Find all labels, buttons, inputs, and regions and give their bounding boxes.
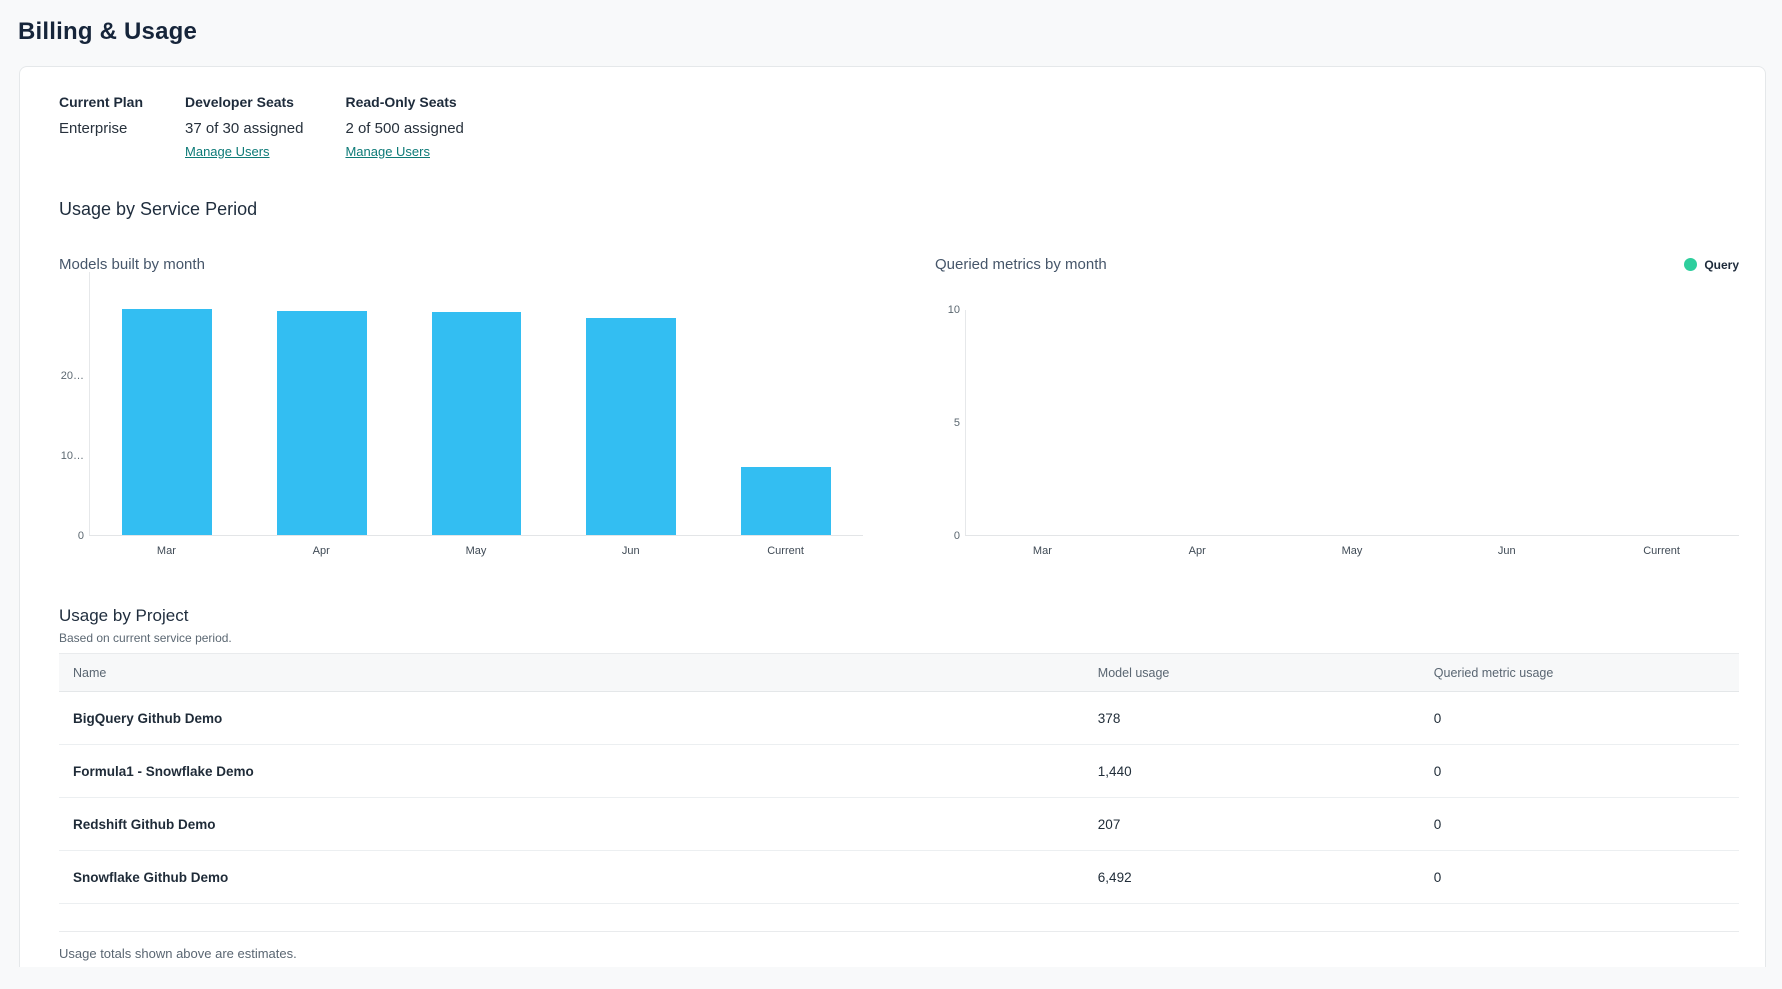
bar-slot — [708, 272, 863, 535]
current-plan-label: Current Plan — [59, 94, 144, 110]
bar-may — [431, 312, 522, 535]
model-usage-value: 1,440 — [1097, 763, 1132, 779]
x-axis-labels: Mar Apr May Jun Current — [89, 536, 863, 558]
plot-area — [89, 272, 863, 536]
usage-by-project-subtitle: Based on current service period. — [59, 631, 232, 645]
column-header-queried-metric-usage: Queried metric usage — [1433, 665, 1554, 680]
bar-current — [740, 467, 831, 535]
model-usage-value: 6,492 — [1097, 869, 1132, 885]
current-plan-value: Enterprise — [59, 120, 128, 137]
usage-estimates-note: Usage totals shown above are estimates. — [59, 946, 297, 961]
chart-plot: 0 5 10 — [935, 304, 1739, 542]
queried-metric-usage-value: 0 — [1433, 710, 1442, 726]
bar-apr — [277, 311, 367, 535]
x-axis-label: Apr — [312, 545, 330, 557]
x-axis-label: Current — [767, 545, 804, 557]
table-spacer — [59, 904, 1739, 932]
models-built-chart: Models built by month 0 10… 20… Mar Apr May Jun… — [59, 228, 863, 558]
billing-card: Current Plan Enterprise Developer Seats … — [19, 66, 1766, 967]
bar-slot — [90, 272, 245, 535]
bar-slot — [554, 272, 709, 535]
bar-slot — [1275, 310, 1430, 535]
legend-label: Query — [1704, 257, 1739, 272]
project-name: BigQuery Github Demo — [73, 710, 223, 726]
plot-area — [965, 310, 1739, 536]
project-name: Redshift Github Demo — [73, 816, 216, 832]
queried-metric-usage-value: 0 — [1433, 763, 1442, 779]
developer-seats-column: Developer Seats 37 of 30 assigned Manage… — [185, 94, 303, 161]
chart-header: Queried metrics by month Query — [935, 256, 1739, 273]
developer-seats-value: 37 of 30 assigned — [185, 120, 304, 137]
x-axis-label: Jun — [1497, 545, 1516, 557]
model-usage-value: 207 — [1097, 816, 1121, 832]
readonly-seats-column: Read-Only Seats 2 of 500 assigned Manage… — [345, 94, 463, 161]
x-axis-label: Mar — [1032, 545, 1052, 557]
bar-slot — [399, 272, 554, 535]
readonly-seats-value: 2 of 500 assigned — [345, 120, 464, 137]
column-header-model-usage: Model usage — [1097, 665, 1170, 680]
bar-slot — [1584, 310, 1739, 535]
y-tick-label: 5 — [953, 417, 960, 429]
usage-table: Name Model usage Queried metric usage Bi… — [59, 653, 1739, 932]
table-row: Formula1 - Snowflake Demo 1,440 0 — [59, 745, 1739, 798]
bar-slot — [966, 310, 1121, 535]
page-header: Billing & Usage — [0, 0, 1782, 66]
table-row: Snowflake Github Demo 6,492 0 — [59, 851, 1739, 904]
project-name: Formula1 - Snowflake Demo — [73, 763, 254, 779]
x-axis-label: Apr — [1188, 545, 1206, 557]
bar-slot — [1430, 310, 1585, 535]
x-axis-label: Mar — [156, 545, 176, 557]
queried-metric-usage-value: 0 — [1433, 816, 1442, 832]
usage-by-service-period-title: Usage by Service Period — [59, 199, 258, 219]
x-axis-labels: Mar Apr May Jun Current — [965, 536, 1739, 558]
table-row: Redshift Github Demo 207 0 — [59, 798, 1739, 851]
bar-slot — [1121, 310, 1276, 535]
manage-users-link-developer[interactable]: Manage Users — [185, 144, 270, 159]
y-tick-label: 0 — [953, 530, 960, 542]
x-axis-label: May — [1341, 545, 1363, 557]
y-tick-label: 0 — [77, 530, 84, 542]
bar-slot — [245, 272, 400, 535]
chart-plot: 0 10… 20… — [59, 272, 863, 542]
readonly-seats-label: Read-Only Seats — [345, 94, 457, 110]
queried-metric-usage-value: 0 — [1433, 869, 1442, 885]
bar-jun — [586, 318, 676, 535]
chart-legend: Query — [1684, 258, 1739, 272]
bar-mar — [122, 309, 213, 535]
current-plan-column: Current Plan Enterprise — [59, 94, 143, 161]
queried-metrics-chart: Queried metrics by month Query 0 5 10 Mar Apr M… — [935, 228, 1739, 558]
y-tick-label: 10… — [60, 450, 84, 462]
table-header-row: Name Model usage Queried metric usage — [59, 654, 1739, 692]
plan-summary: Current Plan Enterprise Developer Seats … — [59, 94, 1739, 161]
developer-seats-label: Developer Seats — [185, 94, 294, 110]
chart-header: Models built by month — [59, 256, 863, 273]
chart-title: Models built by month — [59, 256, 205, 273]
model-usage-value: 378 — [1097, 710, 1121, 726]
y-axis: 0 10… 20… — [59, 272, 89, 542]
page-title: Billing & Usage — [18, 18, 198, 45]
x-axis-label: Current — [1643, 545, 1680, 557]
x-axis-label: May — [465, 545, 487, 557]
charts-row: Models built by month 0 10… 20… Mar Apr May Jun… — [59, 228, 1739, 558]
y-axis: 0 5 10 — [935, 304, 965, 542]
y-tick-label: 20… — [60, 370, 84, 382]
y-tick-label: 10 — [947, 304, 960, 316]
chart-title: Queried metrics by month — [935, 256, 1107, 273]
project-name: Snowflake Github Demo — [73, 869, 229, 885]
table-row: BigQuery Github Demo 378 0 — [59, 692, 1739, 745]
usage-by-project-section: Usage by Project Based on current servic… — [59, 606, 1739, 961]
column-header-name: Name — [73, 665, 107, 680]
x-axis-label: Jun — [621, 545, 640, 557]
usage-by-project-title: Usage by Project — [59, 606, 189, 625]
manage-users-link-readonly[interactable]: Manage Users — [345, 144, 430, 159]
legend-dot-icon — [1684, 258, 1698, 271]
